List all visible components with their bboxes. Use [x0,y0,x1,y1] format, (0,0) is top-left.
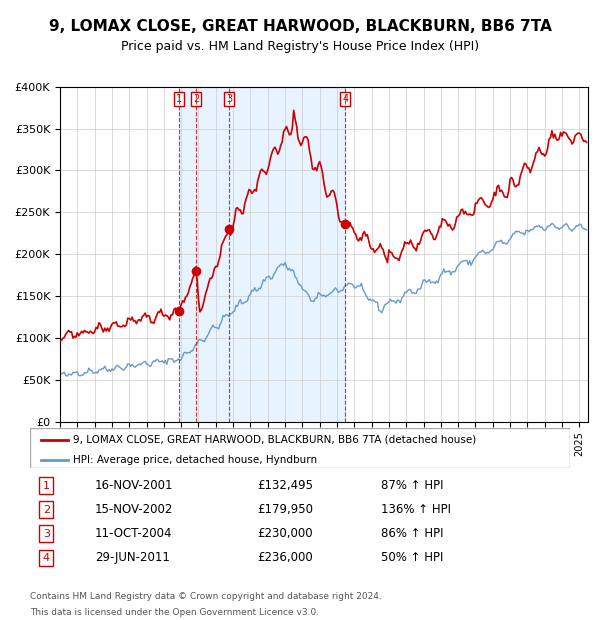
Text: 50% ↑ HPI: 50% ↑ HPI [381,551,443,564]
Text: 29-JUN-2011: 29-JUN-2011 [95,551,170,564]
Text: 1: 1 [43,480,50,490]
Text: £230,000: £230,000 [257,527,313,540]
Text: 136% ↑ HPI: 136% ↑ HPI [381,503,451,516]
Text: This data is licensed under the Open Government Licence v3.0.: This data is licensed under the Open Gov… [30,608,319,617]
Text: 16-NOV-2001: 16-NOV-2001 [95,479,173,492]
Text: Contains HM Land Registry data © Crown copyright and database right 2024.: Contains HM Land Registry data © Crown c… [30,592,382,601]
Text: 9, LOMAX CLOSE, GREAT HARWOOD, BLACKBURN, BB6 7TA: 9, LOMAX CLOSE, GREAT HARWOOD, BLACKBURN… [49,19,551,33]
Text: 11-OCT-2004: 11-OCT-2004 [95,527,172,540]
Text: 3: 3 [226,94,232,104]
Text: £236,000: £236,000 [257,551,313,564]
Text: Price paid vs. HM Land Registry's House Price Index (HPI): Price paid vs. HM Land Registry's House … [121,40,479,53]
Text: 3: 3 [43,529,50,539]
Text: 9, LOMAX CLOSE, GREAT HARWOOD, BLACKBURN, BB6 7TA (detached house): 9, LOMAX CLOSE, GREAT HARWOOD, BLACKBURN… [73,435,476,445]
Text: 4: 4 [43,553,50,563]
Text: 15-NOV-2002: 15-NOV-2002 [95,503,173,516]
Bar [179,87,346,422]
Text: HPI: Average price, detached house, Hyndburn: HPI: Average price, detached house, Hynd… [73,455,317,465]
Text: 1: 1 [176,94,182,104]
Text: 2: 2 [43,505,50,515]
Text: 86% ↑ HPI: 86% ↑ HPI [381,527,443,540]
Text: 87% ↑ HPI: 87% ↑ HPI [381,479,443,492]
Text: 2: 2 [193,94,199,104]
FancyBboxPatch shape [30,428,570,468]
Text: 4: 4 [343,94,349,104]
Text: £179,950: £179,950 [257,503,313,516]
Text: £132,495: £132,495 [257,479,313,492]
